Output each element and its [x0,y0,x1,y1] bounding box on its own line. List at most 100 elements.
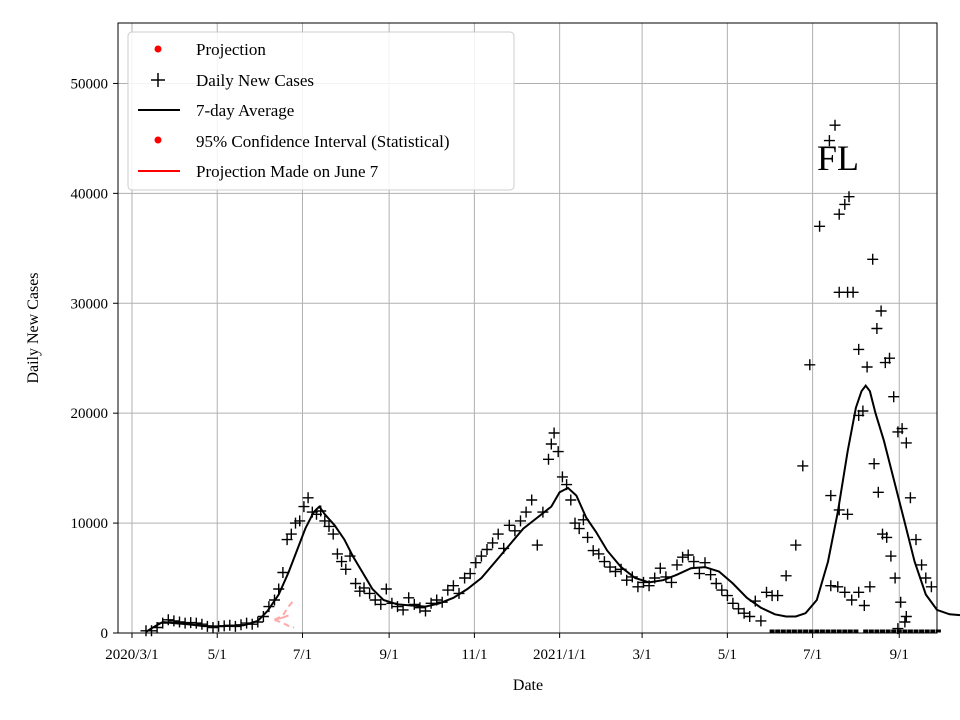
legend-marker-plus [151,73,165,87]
daily-case-marker [868,458,880,470]
daily-case-marker [350,578,362,589]
daily-case-marker [414,602,426,614]
daily-case-marker [889,572,901,584]
legend-label-confidence-interval: 95% Confidence Interval (Statistical) [196,132,450,151]
daily-case-marker [526,494,538,506]
x-tick-label: 3/1 [633,647,652,663]
daily-case-marker [677,551,689,563]
daily-case-marker [895,596,907,608]
x-tick-label: 2021/1/1 [533,647,586,663]
x-tick-label: 2020/3/1 [105,647,158,663]
daily-case-marker [632,581,644,593]
daily-case-marker [587,545,599,557]
daily-case-marker [884,352,895,364]
daily-case-marker [481,544,493,555]
daily-case-marker [503,519,515,531]
legend-entry-daily-new-cases: Daily New Cases [151,71,314,90]
daily-case-marker [823,135,835,147]
daily-case-marker [207,622,219,633]
daily-case-marker [340,563,352,575]
daily-case-marker [755,615,767,627]
y-tick-label: 0 [101,626,109,642]
legend-marker-red-dot [154,136,162,144]
daily-case-marker [604,561,616,573]
y-tick-label: 50000 [71,76,109,92]
daily-case-marker [397,604,409,616]
state-label: FL [817,138,859,178]
daily-case-marker [716,584,728,596]
legend-label-projection: Projection [196,40,266,59]
daily-case-marker [727,597,739,609]
daily-case-marker [548,427,560,439]
x-tick-label: 7/1 [803,647,822,663]
legend-label-daily-new-cases: Daily New Cases [196,71,314,90]
daily-case-marker [888,391,900,403]
daily-case-marker [610,566,621,577]
early-projection-lower-bound [274,618,295,629]
daily-case-marker [847,286,859,298]
daily-case-marker [492,528,504,540]
x-tick-label: 5/1 [718,647,737,663]
daily-case-marker [872,486,884,498]
x-tick-label: 11/1 [461,647,487,663]
daily-case-marker [710,578,722,589]
daily-case-marker [196,618,208,630]
daily-case-marker [904,492,916,504]
daily-case-marker [545,438,557,450]
daily-case-marker [920,572,932,584]
daily-case-marker [470,557,482,569]
daily-case-marker [867,253,879,265]
daily-case-marker [403,592,415,604]
daily-case-marker [761,586,772,598]
y-tick-label: 20000 [71,406,109,422]
daily-case-marker [682,549,694,561]
daily-case-marker [543,453,554,465]
daily-case-marker [744,611,756,622]
seven-day-average-line [145,384,960,633]
daily-case-marker [910,534,922,546]
daily-case-marker [531,539,543,551]
daily-case-marker [693,568,705,580]
daily-case-marker [442,584,454,596]
daily-case-marker [298,501,310,513]
legend-label-seven-day-average: 7-day Average [196,101,294,120]
daily-case-marker [846,594,858,606]
daily-case-marker [829,119,841,131]
daily-case-marker [916,559,928,571]
daily-case-marker [925,581,937,593]
daily-case-marker [593,548,605,560]
daily-case-marker [598,556,610,568]
daily-case-marker [871,323,883,334]
daily-case-marker [839,586,851,598]
daily-case-marker [671,559,683,571]
daily-case-marker [556,471,568,483]
daily-case-marker [832,581,844,593]
y-tick-label: 10000 [71,516,109,532]
daily-case-marker [881,531,893,543]
daily-case-marker [168,615,180,627]
legend-entry-projection-june-7: Projection Made on June 7 [138,162,379,181]
daily-case-marker [331,548,343,560]
daily-case-marker [666,576,677,588]
daily-case-marker [896,423,908,435]
daily-case-marker [864,581,876,593]
daily-case-marker [705,569,717,581]
daily-case-marker [772,590,784,602]
daily-case-marker [853,343,865,355]
daily-case-marker [842,508,854,520]
daily-case-marker [487,537,499,549]
daily-case-marker [875,305,887,317]
daily-new-cases-series [140,119,941,637]
daily-case-marker [190,617,202,629]
daily-case-marker [509,525,521,537]
daily-case-marker [621,574,633,586]
daily-case-marker [654,562,666,574]
daily-case-marker [552,446,564,458]
daily-case-marker [853,586,865,598]
daily-case-marker [825,580,837,592]
daily-case-marker [790,539,802,551]
daily-case-marker [780,570,792,582]
early-projection-upper-bound [274,599,295,621]
daily-case-marker [582,531,594,543]
daily-case-marker [900,437,912,449]
